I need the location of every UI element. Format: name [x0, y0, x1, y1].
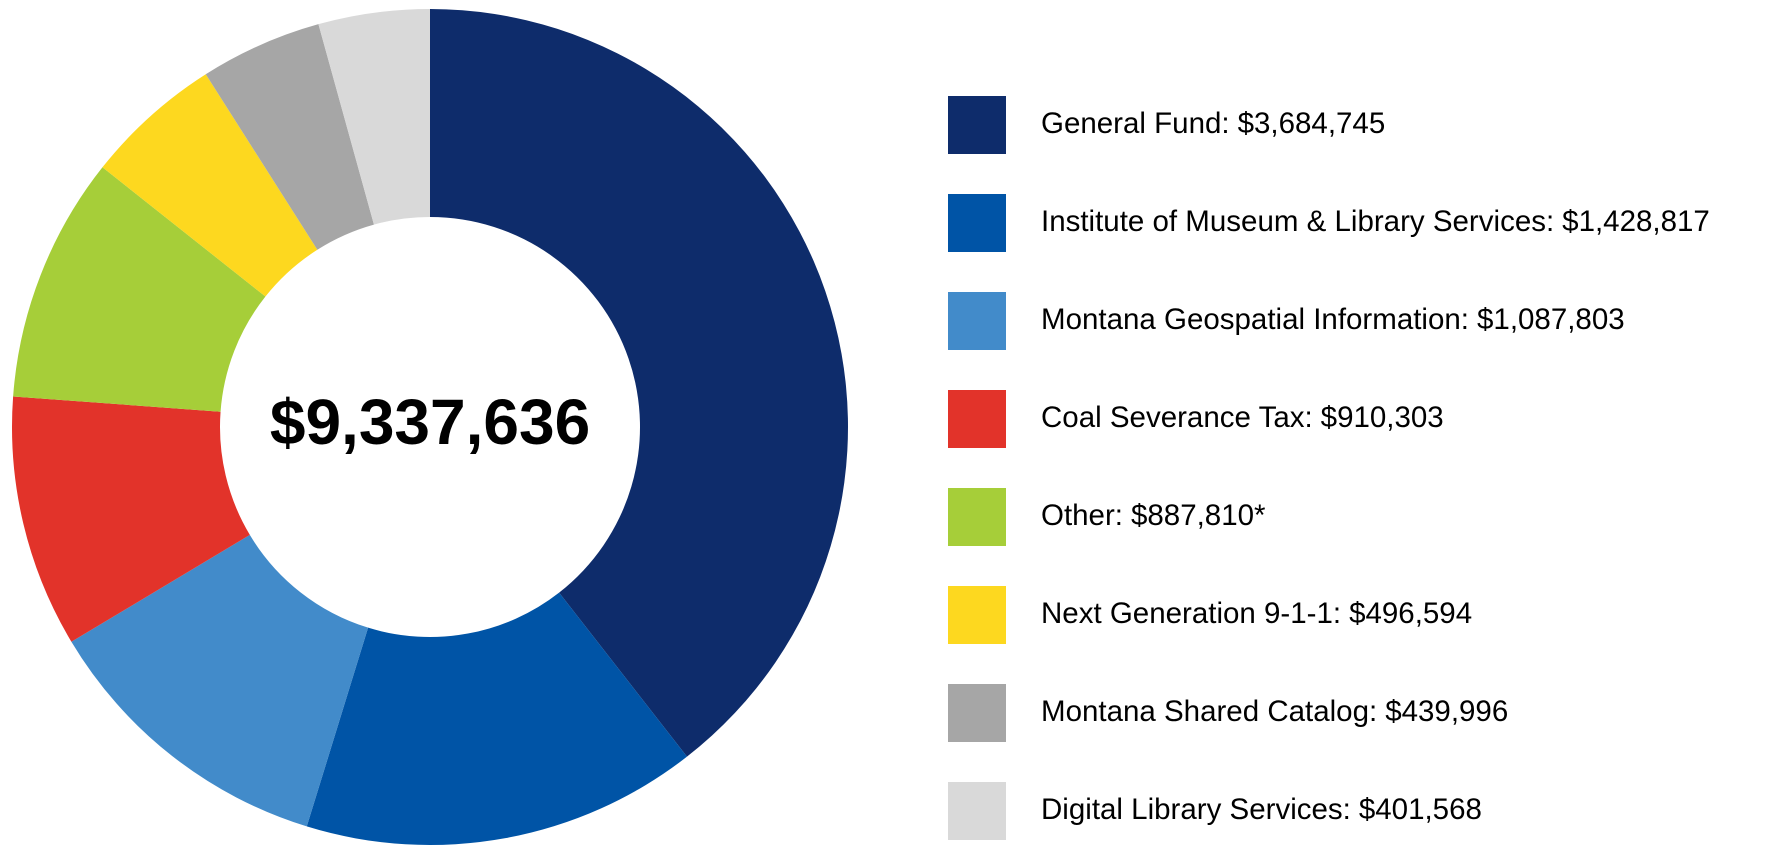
- legend-category: Institute of Museum & Library Services:: [1041, 205, 1554, 238]
- slice: [71, 534, 369, 827]
- legend-swatch: [948, 194, 1006, 252]
- legend-swatch: [948, 96, 1006, 154]
- slice: [318, 9, 430, 225]
- legend-label: Digital Library Services: $401,568: [1041, 793, 1482, 826]
- legend-value: $1,428,817: [1562, 205, 1710, 238]
- legend-category: Montana Shared Catalog:: [1041, 695, 1377, 728]
- legend-label: Coal Severance Tax: $910,303: [1041, 401, 1444, 434]
- legend-value: $887,810*: [1131, 499, 1266, 532]
- legend-value: $910,303: [1321, 401, 1444, 434]
- slice: [205, 24, 374, 250]
- legend-swatch: [948, 684, 1006, 742]
- slice: [306, 592, 687, 845]
- legend-value: $1,087,803: [1477, 303, 1625, 336]
- slice: [102, 74, 318, 297]
- legend-label: Montana Shared Catalog: $439,996: [1041, 695, 1508, 728]
- legend-value: $496,594: [1349, 597, 1472, 630]
- legend-category: General Fund:: [1041, 107, 1230, 140]
- legend-value: $401,568: [1359, 793, 1482, 826]
- slice: [13, 167, 266, 412]
- legend-swatch: [948, 292, 1006, 350]
- legend-category: Other:: [1041, 499, 1123, 532]
- legend-category: Digital Library Services:: [1041, 793, 1351, 826]
- legend-label: Next Generation 9-1-1: $496,594: [1041, 597, 1472, 630]
- legend-category: Coal Severance Tax:: [1041, 401, 1313, 434]
- slices: [12, 9, 848, 845]
- legend-swatch: [948, 782, 1006, 840]
- legend-label: General Fund: $3,684,745: [1041, 107, 1385, 140]
- legend-label: Other: $887,810*: [1041, 499, 1266, 532]
- legend-category: Montana Geospatial Information:: [1041, 303, 1469, 336]
- slice: [12, 396, 250, 642]
- legend-swatch: [948, 390, 1006, 448]
- legend-value: $3,684,745: [1238, 107, 1386, 140]
- slice: [430, 9, 848, 757]
- center-total: $9,337,636: [270, 386, 590, 458]
- legend-value: $439,996: [1385, 695, 1508, 728]
- legend-swatch: [948, 586, 1006, 644]
- legend-label: Institute of Museum & Library Services: $…: [1041, 205, 1710, 238]
- legend-label: Montana Geospatial Information: $1,087,80…: [1041, 303, 1625, 336]
- legend-swatch: [948, 488, 1006, 546]
- legend-category: Next Generation 9-1-1:: [1041, 597, 1341, 630]
